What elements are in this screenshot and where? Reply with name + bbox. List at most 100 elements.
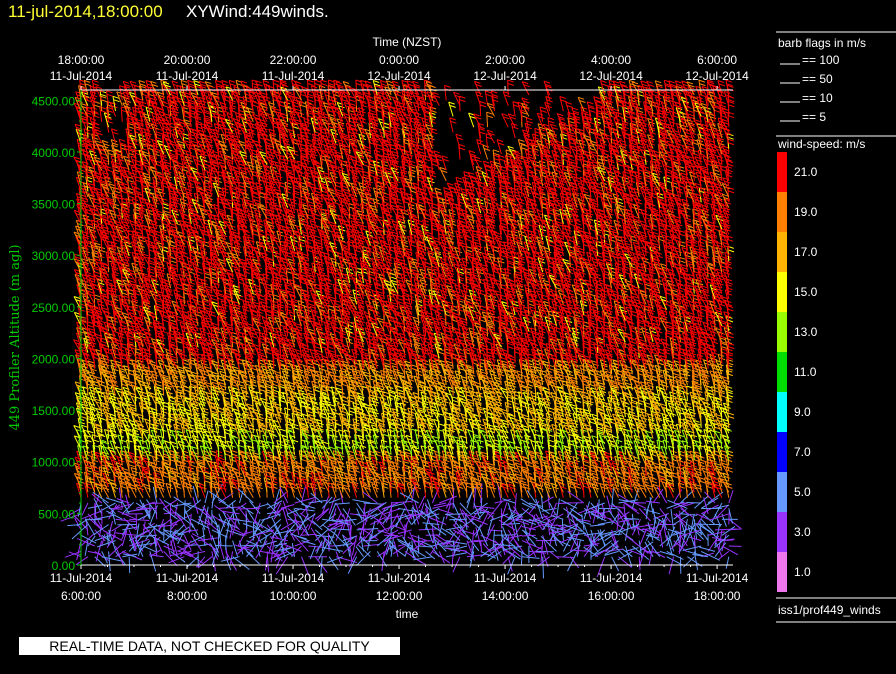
barb-flag (183, 111, 189, 113)
wind-barb (164, 551, 178, 565)
wind-barb (136, 485, 143, 498)
wind-barb (191, 227, 199, 240)
barb-flag (217, 454, 223, 456)
barb-flag (79, 422, 85, 424)
barb-flag (210, 454, 216, 456)
wind-barb (138, 514, 150, 520)
barb-flag (100, 202, 106, 204)
barb-flag (107, 94, 113, 96)
barb-flag (205, 277, 211, 279)
barb-flag (189, 282, 195, 284)
barb-flag (183, 315, 189, 317)
barb-flag (182, 84, 188, 86)
wind-barb (143, 546, 157, 552)
wind-barb (199, 516, 205, 530)
barb-flag (119, 139, 125, 141)
barb-flag (217, 159, 223, 161)
barb-flag (93, 84, 99, 86)
barb-flag (120, 440, 126, 442)
barb-flag (225, 451, 231, 453)
wind-barb (184, 420, 191, 433)
barb-layer (61, 80, 742, 578)
barb-flag (114, 191, 120, 193)
barb-flag (189, 137, 195, 139)
wind-barb (149, 503, 164, 504)
barb-flag (141, 395, 147, 397)
wind-barb (177, 350, 184, 363)
barb-flag (86, 288, 92, 290)
wind-barb (219, 541, 224, 560)
wind-barb (121, 107, 122, 122)
barb-flag (204, 472, 210, 474)
wind-barb (82, 503, 88, 515)
barb-flag (196, 304, 202, 306)
barb-flag (202, 413, 208, 415)
barb-flag (203, 245, 209, 247)
barb-flag (182, 170, 188, 172)
wind-barb (146, 500, 156, 514)
wind-barb (109, 544, 123, 557)
barb-flag (93, 440, 99, 442)
barb-flag (217, 368, 223, 370)
barb-flag (85, 487, 91, 489)
barb-flag (155, 390, 161, 392)
barb-flag (148, 186, 154, 188)
wind-barb (109, 551, 111, 571)
wind-barb (184, 500, 201, 514)
barb-flag (175, 401, 181, 403)
wind-barb (208, 525, 212, 541)
wind-barb (72, 525, 88, 540)
wind-barb (87, 302, 95, 315)
barb-flag (99, 384, 105, 386)
wind-barb (157, 366, 164, 379)
wind-barb (136, 514, 137, 530)
wind-barb (187, 557, 198, 568)
barb-flag (196, 315, 202, 317)
barb-flag (204, 477, 210, 479)
wind-barb (192, 551, 205, 554)
wind-barb (81, 535, 96, 543)
wind-barb (76, 557, 88, 565)
barb-flag (129, 196, 135, 198)
barb-flag (100, 110, 106, 112)
barb-flag (93, 384, 99, 386)
barb-flag (175, 476, 181, 478)
wind-barb (177, 307, 184, 320)
barb-flag (106, 170, 112, 172)
barb-flag (114, 207, 120, 209)
wind-barb (106, 498, 122, 503)
barb-flag (148, 268, 154, 270)
barb-flag (113, 239, 119, 241)
wind-barb (115, 163, 123, 176)
barb-flag (170, 261, 176, 263)
wind-barb (174, 497, 192, 509)
barb-flag (100, 107, 106, 109)
wind-barb (129, 281, 136, 294)
barb-flag (127, 440, 133, 442)
barb-flag (129, 465, 135, 467)
barb-flag (210, 315, 216, 317)
barb-flag (189, 363, 195, 365)
wind-barb (168, 544, 171, 557)
wind-barb (212, 515, 226, 525)
barb-flag (79, 309, 85, 311)
wind-barb (108, 447, 116, 460)
wind-barb (205, 491, 208, 503)
wind-barb (112, 525, 123, 532)
barb-flag (205, 475, 211, 477)
barb-flag (197, 272, 203, 274)
wind-barb (211, 286, 219, 299)
barb-flag (92, 137, 98, 139)
barb-flag (224, 379, 230, 381)
barb-flag (107, 91, 113, 93)
wind-barb (157, 541, 163, 553)
barb-flag (114, 100, 120, 102)
barb-flag (190, 465, 196, 467)
barb-flag (162, 105, 168, 107)
barb-flag (162, 186, 168, 188)
barb-flag (161, 411, 167, 413)
barb-flag (155, 234, 161, 236)
wind-barb (156, 503, 157, 520)
wind-barb (95, 515, 116, 519)
